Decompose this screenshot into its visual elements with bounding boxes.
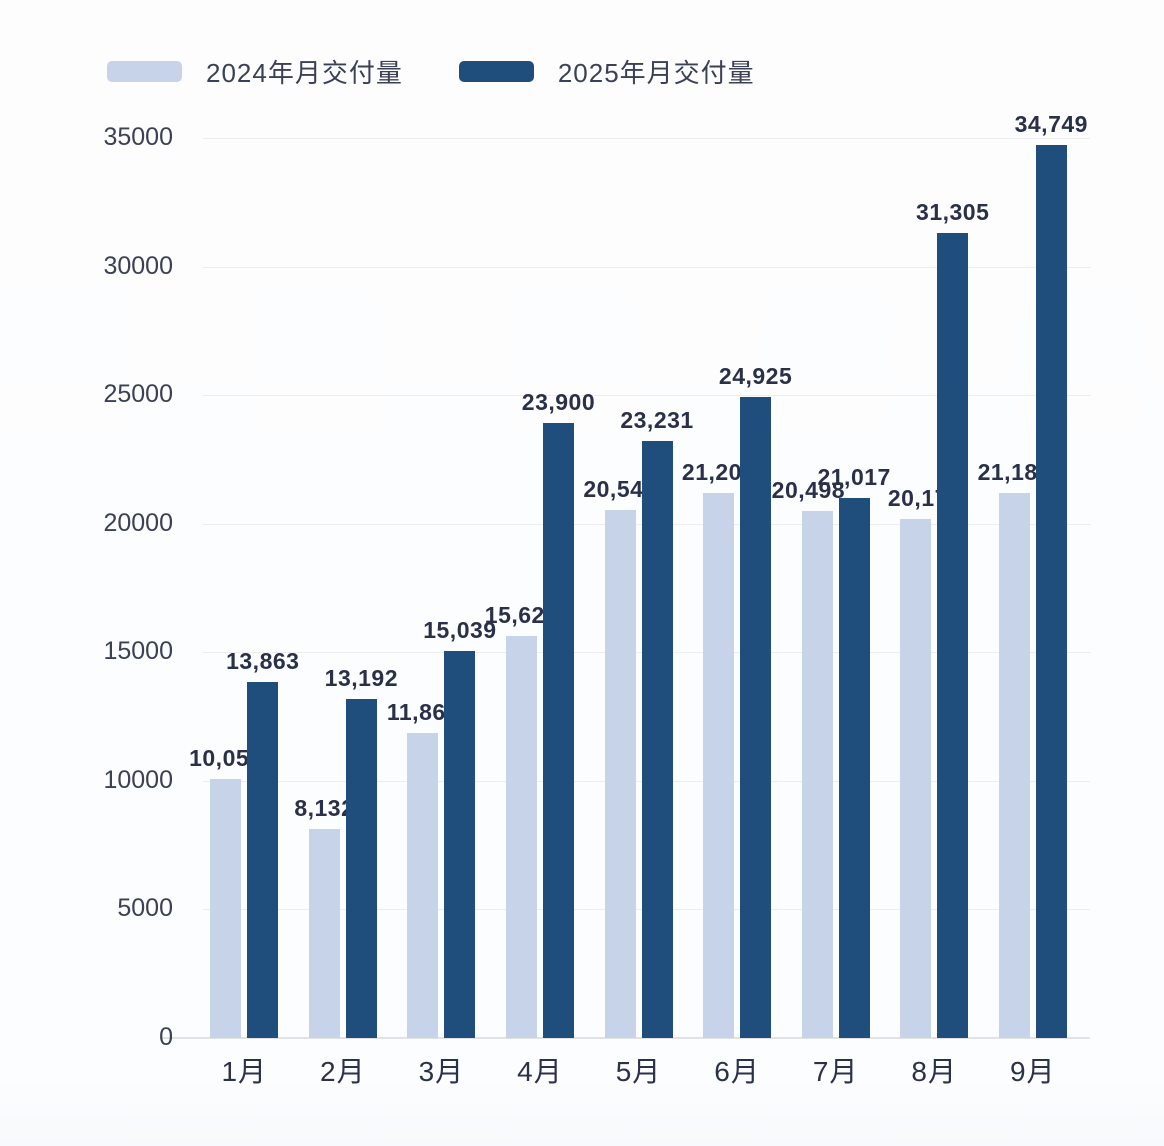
bar-2024-3月: 11,866 — [387, 699, 458, 1038]
bar-2025-7月: 21,017 — [817, 464, 890, 1038]
bar-value-label: 8,132 — [294, 794, 355, 821]
bar-2024-6月: 21,209 — [682, 459, 755, 1038]
bar-group-3月: 11,866 15,039 — [387, 138, 496, 1038]
bar-value-label: 13,863 — [226, 647, 300, 674]
bar-2024-8月: 20,176 — [888, 485, 961, 1038]
x-tick-label-5月: 5月 — [615, 1056, 662, 1087]
legend-label: 2025年月交付量 — [557, 58, 755, 88]
bar-2025-6月: 24,925 — [719, 363, 792, 1038]
bar-value-label: 24,925 — [718, 363, 793, 390]
bar-2025-4月: 23,900 — [522, 389, 595, 1038]
x-tick-label-4月: 4月 — [517, 1056, 563, 1087]
bar-2025-9月: 34,749 — [1015, 111, 1087, 1038]
bar-value-label: 20,498 — [771, 476, 846, 503]
bar-group-1月: 10,055 13,863 — [189, 138, 299, 1038]
legend-swatch-2025 — [458, 61, 534, 82]
bar-2025-8月: 31,305 — [916, 199, 989, 1038]
x-axis: 1月 2月 3月 4月 5月 6月 7月 8月 9月 — [195, 1050, 1082, 1090]
bar-group-7月: 20,498 21,017 — [772, 138, 890, 1038]
y-tick-label: 0 — [159, 1023, 173, 1051]
x-tick-label-7月: 7月 — [812, 1056, 859, 1087]
y-tick-label: 30000 — [103, 251, 173, 280]
x-tick-label-9月: 9月 — [1009, 1056, 1056, 1087]
bar-value-label: 23,231 — [620, 406, 694, 433]
gridline — [203, 266, 1090, 268]
gridline — [203, 138, 1090, 139]
x-tick-label-2月: 2月 — [320, 1056, 366, 1087]
bar-value-label: 23,900 — [521, 389, 596, 416]
y-tick-label: 25000 — [103, 380, 173, 409]
bar-value-label: 34,749 — [1014, 110, 1088, 137]
gridline — [203, 395, 1090, 397]
bar-2024-1月: 10,055 — [189, 745, 262, 1038]
legend-item-2024: 2024年月交付量 — [107, 53, 403, 90]
bar-2024-4月: 15,620 — [485, 602, 558, 1038]
bar-group-6月: 21,209 24,925 — [682, 138, 792, 1038]
bar-group-4月: 15,620 23,900 — [485, 138, 595, 1038]
bar-value-label: 13,192 — [324, 664, 399, 691]
bars-area: 10,055 13,863 8,132 13,192 11,866 15,039 15,62… — [189, 111, 1087, 1038]
y-tick-label: 20000 — [103, 508, 173, 537]
bar-2024-7月: 20,498 — [772, 477, 845, 1038]
bar-2025-2月: 13,192 — [325, 665, 398, 1038]
x-tick-label-1月: 1月 — [221, 1056, 268, 1087]
bar-2024-5月: 20,544 — [583, 476, 656, 1038]
y-tick-label: 35000 — [103, 123, 173, 151]
legend-item-2025: 2025年月交付量 — [458, 53, 755, 90]
bar-group-8月: 20,176 31,305 — [885, 138, 989, 1038]
bar-value-label: 31,305 — [916, 199, 990, 225]
x-tick-label-6月: 6月 — [714, 1056, 760, 1087]
bar-group-5月: 20,544 23,231 — [583, 138, 693, 1038]
chart-legend: 2024年月交付量 2025年月交付量 — [107, 53, 755, 90]
x-tick-label-8月: 8月 — [911, 1056, 957, 1087]
y-tick-label: 10000 — [103, 765, 173, 794]
x-tick-label-3月: 3月 — [418, 1056, 465, 1087]
bar-group-9月: 21,181 34,749 — [978, 111, 1087, 1038]
x-axis-line — [160, 1037, 1090, 1039]
bar-value-label: 15,039 — [423, 617, 497, 644]
bar-2025-5月: 23,231 — [620, 407, 693, 1038]
bar-2024-2月: 8,132 — [294, 795, 354, 1038]
legend-swatch-2024 — [107, 61, 182, 82]
bar-2024-9月: 21,181 — [978, 459, 1050, 1038]
bar-group-2月: 8,132 13,192 — [294, 138, 398, 1038]
legend-label: 2024年月交付量 — [206, 58, 403, 88]
bar-2025-3月: 15,039 — [423, 617, 496, 1038]
y-tick-label: 15000 — [103, 637, 173, 666]
bar-2025-1月: 13,863 — [226, 648, 299, 1038]
bar-value-label: 21,017 — [817, 463, 891, 490]
y-tick-label: 5000 — [117, 894, 173, 923]
